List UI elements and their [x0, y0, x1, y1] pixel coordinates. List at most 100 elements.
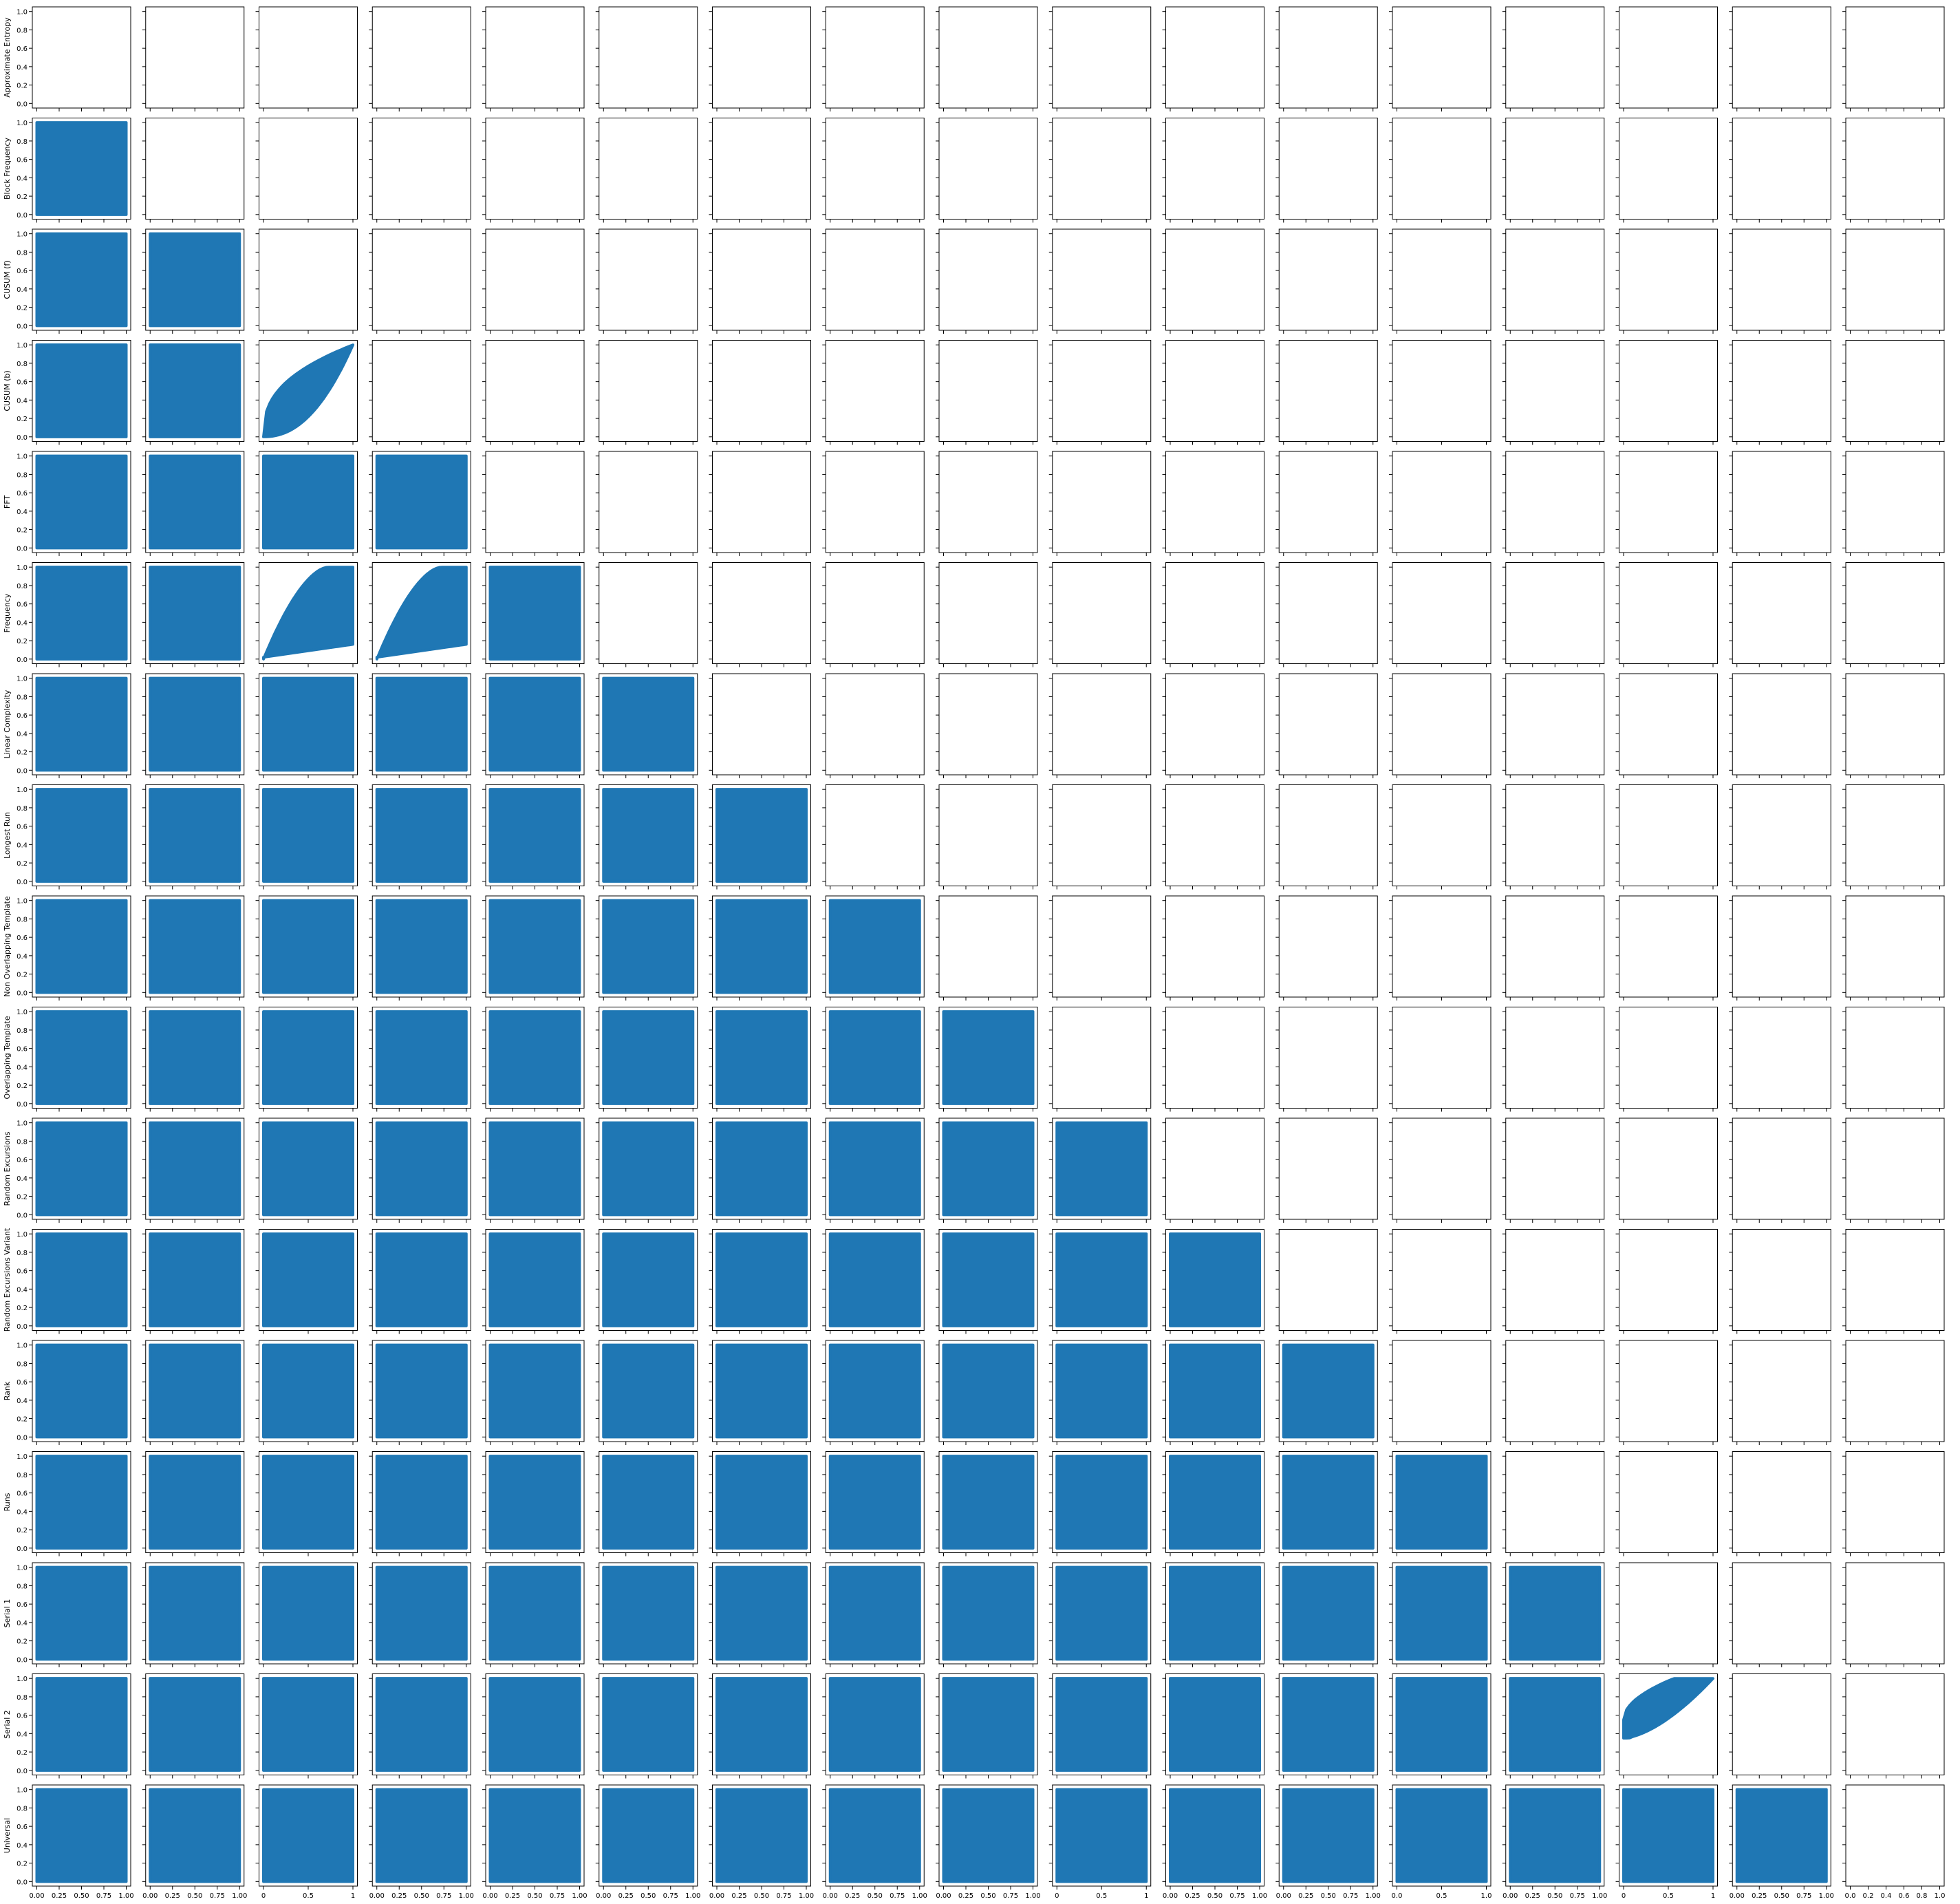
scatter-points [602, 1232, 695, 1327]
cell-serial-2-vs-overlapping-template [1048, 1673, 1152, 1779]
x-tick-label: 0.50 [980, 1892, 995, 1900]
y-tick-label: 0.6 [17, 1490, 28, 1498]
scatter-points [262, 1455, 354, 1550]
x-tick-label: 0.25 [1298, 1892, 1313, 1900]
y-tick-label: 0.6 [17, 601, 28, 609]
cell-random-excursions-vs-fft [482, 1117, 585, 1223]
scatter-points [828, 1565, 921, 1661]
cell-random-excursions-variant-vs-random-excursions [1162, 1229, 1264, 1334]
x-tick-label: 0.75 [1570, 1892, 1585, 1900]
x-tick-label: 1.0 [1481, 1892, 1492, 1900]
cell-universal-vs-block-frequency: 0.00 0.25 0.50 0.75 1.00 [142, 1784, 247, 1900]
scatter-points [828, 1232, 921, 1327]
scatter-points [35, 1788, 128, 1883]
x-tick-label: 0.25 [1525, 1892, 1540, 1900]
scatter-points [1395, 1455, 1488, 1550]
row-label-serial-2: Serial 2 [3, 1710, 12, 1739]
scatter-points [488, 1455, 581, 1550]
y-tick-label: 1.0 [17, 1231, 28, 1239]
scatter-points [35, 1455, 128, 1550]
scatter-points [375, 788, 468, 883]
cell-linear-complexity-vs-cusum-b [369, 673, 471, 778]
x-tick-label: 0.4 [1881, 1892, 1892, 1900]
cell-cusum-b-vs-frequency [595, 340, 698, 445]
row-label-cusum-b: CUSUM (b) [3, 370, 12, 411]
cell-cusum-b-vs-universal [1842, 340, 1945, 445]
scatter-points [149, 1455, 241, 1550]
scatter-points [1169, 1565, 1261, 1661]
scatter-points [262, 899, 354, 994]
y-tick-label: 0.8 [17, 1250, 28, 1257]
x-tick-label: 0.75 [436, 1892, 451, 1900]
cell-approximate-entropy-vs-linear-complexity [709, 6, 811, 111]
x-tick-label: 1.00 [912, 1892, 927, 1900]
y-tick-label: 0.0 [17, 1545, 28, 1553]
cell-approximate-entropy-vs-cusum-b [369, 6, 471, 111]
cell-cusum-b-vs-overlapping-template [1048, 340, 1152, 445]
y-tick-label: 0.0 [17, 100, 28, 108]
cell-approximate-entropy-vs-fft [482, 6, 585, 111]
scatter-points [35, 121, 128, 216]
cell-block-frequency-vs-approximate-entropy: 0.0 0.2 0.4 0.6 0.8 1.0 [17, 118, 131, 223]
cell-block-frequency-vs-serial-2 [1729, 118, 1831, 223]
y-tick-label: 0.6 [17, 379, 28, 387]
scatter-points [942, 1677, 1035, 1772]
cell-frequency-vs-overlapping-template [1048, 562, 1152, 667]
cell-block-frequency-vs-non-overlapping-template [936, 118, 1038, 223]
cell-cusum-b-vs-random-excursions [1162, 340, 1264, 445]
x-tick-label: 0.2 [1863, 1892, 1874, 1900]
axes-frame [1845, 895, 1945, 998]
scatter-points [1282, 1677, 1375, 1772]
scatter-points [715, 899, 808, 994]
x-tick-label: 0.50 [754, 1892, 769, 1900]
cell-universal-vs-universal: 0.0 0.2 0.4 0.6 0.8 1.0 [1842, 1784, 1945, 1900]
scatter-points [35, 1677, 128, 1772]
x-tick-label: 0.75 [210, 1892, 225, 1900]
cell-random-excursions-vs-frequency [595, 1117, 698, 1223]
cell-serial-1-vs-random-excursions-variant [1275, 1562, 1378, 1667]
cell-approximate-entropy-vs-random-excursions [1162, 6, 1264, 111]
cell-overlapping-template-vs-random-excursions [1162, 1007, 1264, 1112]
cell-linear-complexity-vs-runs [1502, 673, 1605, 778]
cell-block-frequency-vs-cusum-b [369, 118, 471, 223]
y-tick-label: 0.2 [17, 1749, 28, 1757]
cell-cusum-b-vs-rank [1389, 340, 1491, 445]
cell-approximate-entropy-vs-rank [1389, 6, 1491, 111]
cell-random-excursions-vs-overlapping-template [1048, 1117, 1152, 1223]
scatter-points [715, 1455, 808, 1550]
y-tick-label: 0.4 [17, 175, 28, 182]
cell-frequency-vs-linear-complexity [709, 562, 811, 667]
scatter-points [149, 1232, 241, 1327]
scatter-points [262, 788, 354, 883]
cell-overlapping-template-vs-runs [1502, 1007, 1605, 1112]
x-tick-label: 0.00 [936, 1892, 951, 1900]
cell-rank-vs-runs [1502, 1340, 1605, 1445]
cell-block-frequency-vs-runs [1502, 118, 1605, 223]
cell-longest-run-vs-linear-complexity [709, 784, 811, 890]
y-tick-label: 0.0 [17, 879, 28, 886]
row-label-fft: FFT [3, 495, 12, 509]
cell-fft-vs-universal [1842, 451, 1945, 556]
cell-fft-vs-random-excursions [1162, 451, 1264, 556]
x-tick-label: 0.25 [618, 1892, 634, 1900]
scatter-points [262, 1677, 354, 1772]
cell-random-excursions-variant-vs-block-frequency [142, 1229, 245, 1334]
y-tick-label: 0.0 [17, 1434, 28, 1442]
cell-random-excursions-variant-vs-non-overlapping-template [936, 1229, 1038, 1334]
cell-rank-vs-serial-2 [1729, 1340, 1831, 1445]
scatter-points [375, 1121, 468, 1217]
cell-frequency-vs-runs [1502, 562, 1605, 667]
cell-runs-vs-overlapping-template [1048, 1451, 1152, 1557]
cell-approximate-entropy-vs-serial-2 [1729, 6, 1831, 111]
cell-serial-2-vs-serial-1 [1615, 1673, 1718, 1779]
cell-random-excursions-variant-vs-fft [482, 1229, 585, 1334]
scatter-points [262, 1010, 354, 1105]
y-tick-label: 1.0 [17, 1787, 28, 1795]
cell-linear-complexity-vs-cusum-f [255, 673, 358, 778]
axes-frame [1845, 562, 1945, 664]
cell-longest-run-vs-random-excursions [1162, 784, 1264, 890]
cell-universal-vs-longest-run: 0.00 0.25 0.50 0.75 1.00 [822, 1784, 927, 1900]
scatter-points [488, 899, 581, 994]
x-tick-label: 0.00 [482, 1892, 497, 1900]
cell-non-overlapping-template-vs-random-excursions [1162, 895, 1264, 1001]
